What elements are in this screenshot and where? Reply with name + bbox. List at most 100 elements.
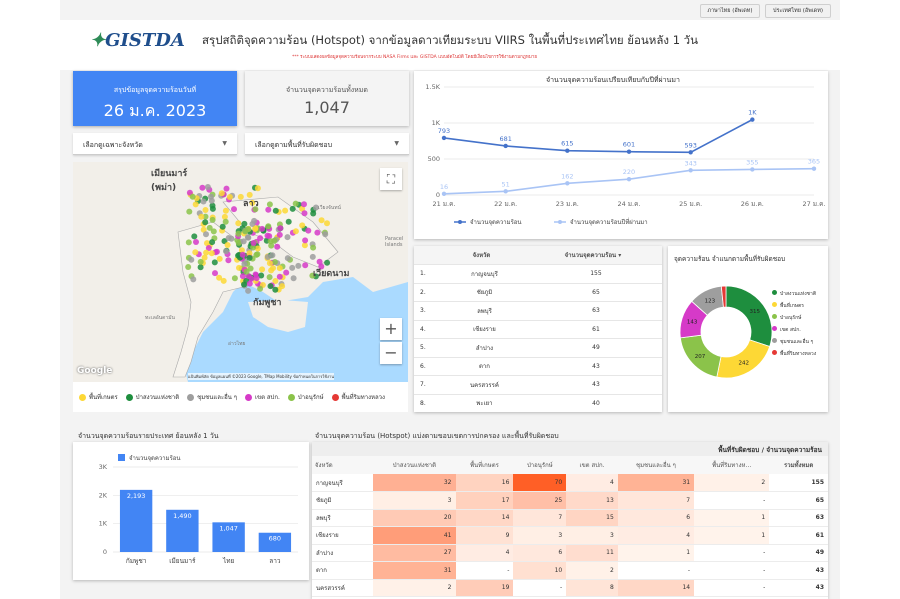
zoom-out-button[interactable]: − [380, 342, 402, 364]
heat-cell: 25 [513, 491, 567, 510]
map-legend-item[interactable]: ชุมชนและอื่น ๆ [187, 386, 237, 408]
fullscreen-button[interactable]: ⛶ [380, 168, 402, 190]
donut-legend-item[interactable]: พื้นที่ริมทางหลวง [772, 350, 824, 358]
hotspot-map[interactable]: เมียนมาร์ (พม่า) ลาว เวียงจันทน์ เวียดนา… [73, 162, 408, 382]
bar-chart: จำนวนจุดความร้อน 0 1K 2K 3K 2,193 กัมพูชา 1,490… [99, 454, 298, 565]
series-point[interactable] [811, 166, 817, 171]
hotspot-dot [209, 216, 216, 223]
province-name: ลพบุรี [312, 509, 374, 527]
hotspot-dot [271, 237, 278, 244]
hotspot-dot [204, 184, 211, 190]
donut-slice[interactable] [720, 285, 727, 308]
hotspot-dot [257, 235, 264, 242]
hotspot-dot [302, 262, 309, 269]
hotspot-dot [309, 272, 316, 279]
map-legend: พื้นที่เกษตร ป่าสงวนแห่งชาติ ชุมชนและอื่น … [73, 382, 408, 412]
series-point[interactable] [626, 149, 632, 154]
hotspot-dot [295, 262, 302, 269]
table-row[interactable]: 2. ชัยภูมิ 65 [414, 283, 662, 302]
table-row[interactable]: นครสวรรค์ 2 19-8 14-43 [312, 579, 828, 597]
table-row[interactable]: 3. ลพบุรี 63 [414, 301, 662, 321]
table-row[interactable]: ลพบุรี 20 14 7 15 6 1 63 [312, 509, 828, 527]
hotspot-dot [252, 206, 259, 213]
map-legend-item[interactable]: ป่าอนุรักษ์ [287, 386, 324, 408]
x-tick-label: 27 ม.ค. [802, 200, 825, 208]
table-row[interactable]: 5. ลำปาง 49 [414, 338, 662, 358]
map-label-myanmar: เมียนมาร์ (พม่า) [151, 169, 188, 193]
data-label: 51 [502, 180, 510, 188]
donut-slice[interactable] [725, 285, 773, 347]
map-legend-item[interactable]: เขต สปก. [244, 386, 280, 408]
donut-legend-item[interactable]: ชุมชนและอื่น ๆ [772, 338, 824, 346]
donut-slice[interactable] [716, 339, 771, 379]
heat-column-header[interactable]: ป่าอนุรักษ์ [526, 462, 553, 469]
map-attribution[interactable]: แป้นพิมพ์ลัด ข้อมูลแผนที่ ©2023 Google, … [188, 373, 334, 380]
hotspot-dot [251, 217, 258, 224]
landuse-filter[interactable]: เลือกดูตามพื้นที่รับผิดชอบ ▼ [245, 133, 409, 155]
province-name: นครสวรรค์ [439, 375, 524, 395]
heat-column-header[interactable]: ชุมชนและอื่น ๆ [636, 462, 676, 469]
country-button[interactable]: ประเทศไทย (อัพเดท) [765, 4, 831, 18]
series-point[interactable] [626, 176, 632, 182]
table-row[interactable]: 1. กาญจนบุรี 155 [414, 264, 662, 284]
series-point[interactable] [750, 167, 755, 172]
header: ✦GISTDA สรุปสถิติจุดความร้อน (Hotspot) จ… [60, 20, 840, 70]
series-point[interactable] [441, 135, 447, 141]
heat-column-header[interactable]: เขต สปก. [579, 462, 605, 469]
series-point[interactable] [750, 117, 755, 122]
hotspot-count: 61 [523, 320, 662, 339]
heat-cell: 16 [455, 474, 514, 492]
heat-column-header[interactable]: พื้นที่เกษตร [470, 462, 499, 469]
hotspot-dot [246, 191, 253, 198]
heat-column-header[interactable]: จังหวัด [315, 462, 333, 469]
heat-cell: 4 [617, 526, 695, 545]
table-row[interactable]: ลำปาง 27 4 6 11 1-49 [312, 544, 828, 562]
bar[interactable] [258, 532, 292, 552]
map-legend-item[interactable]: พื้นที่ริมทางหลวง [331, 386, 385, 408]
hotspot-dot [310, 210, 317, 217]
donut-title: จุดความร้อน จำแนกตามพื้นที่รับผิดชอบ [674, 255, 786, 263]
map-legend-item[interactable]: พื้นที่เกษตร [79, 386, 118, 408]
map-legend-item[interactable]: ป่าสงวนแห่งชาติ [125, 386, 179, 408]
donut-legend-item[interactable]: ป่าอนุรักษ์ [772, 314, 824, 322]
province-filter[interactable]: เลือกดูเฉพาะจังหวัด ▼ [73, 133, 237, 155]
province-name: ลำปาง [439, 338, 524, 358]
hotspot-dot [197, 258, 204, 265]
series-point[interactable] [565, 148, 570, 153]
rank-header-count[interactable]: จำนวนจุดความร้อน ▾ [523, 246, 662, 265]
heat-cell: - [694, 579, 770, 597]
heat-cell: 6 [617, 509, 695, 527]
table-row[interactable]: 8. พะเยา 40 [414, 394, 662, 412]
donut-legend-item[interactable]: ป่าสงวนแห่งชาติ [772, 290, 824, 298]
table-row[interactable]: กาญจนบุรี 32 16 70 4 31 2 155 [312, 474, 828, 492]
rank-header-province[interactable]: จังหวัด [439, 246, 524, 265]
bar[interactable] [212, 522, 245, 552]
donut-legend-item[interactable]: พื้นที่เกษตร [772, 302, 824, 310]
province-filter-label: เลือกดูเฉพาะจังหวัด [83, 141, 143, 149]
series-point[interactable] [565, 181, 570, 186]
table-row[interactable]: 7. นครสวรรค์ 43 [414, 375, 662, 395]
lang-button[interactable]: ภาษาไทย (อัพเดท) [700, 4, 760, 18]
series-point[interactable] [688, 168, 693, 173]
bar[interactable] [166, 509, 199, 552]
heat-column-header[interactable]: รวมทั้งหมด [784, 462, 814, 469]
table-row[interactable]: ชัยภูมิ 3 17 25 13 7-65 [312, 491, 828, 510]
heat-cell: - [617, 561, 695, 580]
donut-legend-item[interactable]: เขต สปก. [772, 326, 824, 334]
donut-legend-label: ป่าสงวนแห่งชาติ [780, 291, 817, 297]
table-row[interactable]: ตาก 31-10 2- -43 [312, 561, 828, 580]
bar[interactable] [119, 489, 153, 552]
series-point[interactable] [441, 191, 447, 197]
series-point[interactable] [503, 143, 508, 149]
heat-column-header[interactable]: ป่าสงวนแห่งชาติ [392, 462, 437, 469]
zoom-in-button[interactable]: + [380, 318, 402, 340]
table-row[interactable]: เชียงราย 41 9 3 3 4 1 61 [312, 526, 828, 545]
data-label: 593 [684, 141, 696, 149]
heat-column-header[interactable]: พื้นที่ริมทางห... [712, 462, 752, 469]
table-row[interactable]: 6. ตาก 43 [414, 357, 662, 376]
series-point[interactable] [688, 150, 693, 155]
hotspot-dot [268, 242, 275, 249]
table-row[interactable]: 4. เชียงราย 61 [414, 320, 662, 339]
series-point[interactable] [503, 189, 508, 194]
hotspot-dot [247, 265, 254, 272]
